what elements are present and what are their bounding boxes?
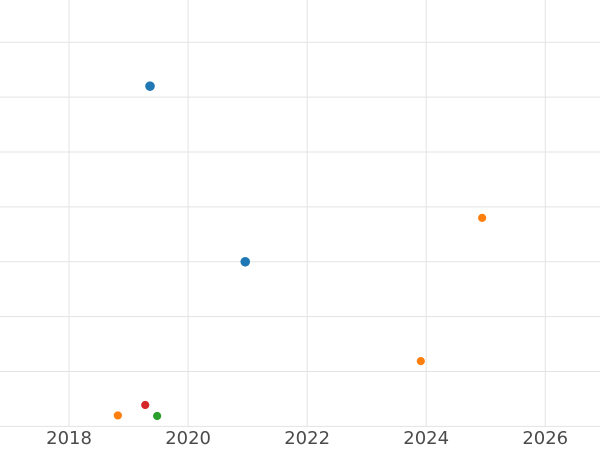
x-tick-label: 2026 (522, 428, 568, 449)
data-point-blue (240, 256, 251, 267)
data-point-orange (478, 213, 487, 222)
data-points (113, 81, 487, 421)
data-point-red (141, 400, 150, 410)
data-point-green (153, 411, 162, 421)
data-point-orange (416, 356, 425, 366)
x-axis-tick-labels: 2018 2020 2022 2024 2026 (46, 428, 568, 449)
x-tick-label: 2020 (165, 428, 211, 449)
x-tick-label: 2018 (46, 428, 92, 449)
data-point-orange (113, 411, 122, 420)
x-tick-label: 2024 (403, 428, 449, 449)
gridlines (0, 0, 600, 427)
x-tick-label: 2022 (284, 428, 330, 449)
data-point-blue (145, 81, 155, 91)
